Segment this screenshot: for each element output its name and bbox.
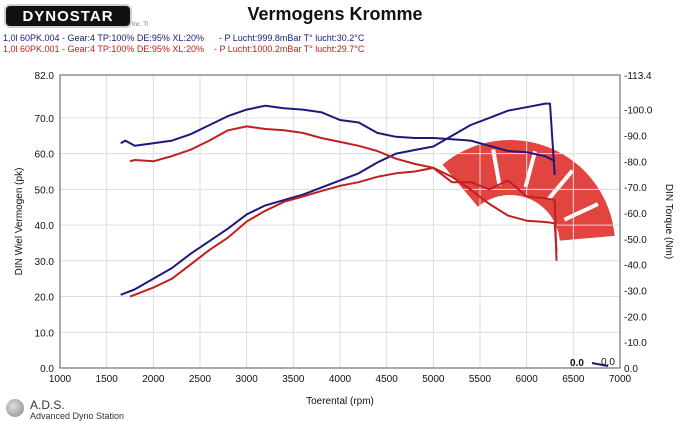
y-left-tick-label: 20.0 <box>35 293 55 304</box>
x-tick-label: 4000 <box>329 374 352 385</box>
y-right-tick-label: -60.0 <box>624 209 647 220</box>
y-left-tick-label: 82.0 <box>35 71 55 82</box>
logo-small-text: Inc. TI <box>132 22 149 28</box>
x-axis-label: Toerental (rpm) <box>306 396 374 407</box>
series-line-0 <box>120 102 556 296</box>
ads-logo-icon <box>6 399 24 417</box>
x-tick-label: 5000 <box>422 374 445 385</box>
y-right-tick-label: -40.0 <box>624 261 647 272</box>
x-tick-label: 7000 <box>609 374 632 385</box>
series-line-3 <box>129 125 558 252</box>
y-left-tick-label: 0.0 <box>40 364 54 375</box>
x-tick-label: 6000 <box>516 374 539 385</box>
x-tick-label: 3500 <box>282 374 305 385</box>
readout-left: 0.0 <box>570 358 584 369</box>
y-right-tick-label: -30.0 <box>624 286 647 297</box>
x-tick-label: 2500 <box>189 374 212 385</box>
y-right-tick-label: -113.4 <box>624 71 652 82</box>
watermark-notch <box>491 149 502 187</box>
watermark-notch <box>547 169 574 201</box>
readout-right: 0.0 <box>601 357 615 368</box>
chart-title: Vermogens Kromme <box>247 4 423 24</box>
x-tick-label: 1500 <box>96 374 119 385</box>
y-right-tick-label: 0.0 <box>624 364 638 375</box>
x-tick-label: 1000 <box>49 374 72 385</box>
y-right-tick-label: -70.0 <box>624 183 647 194</box>
y-right-tick-label: -100.0 <box>624 106 653 117</box>
y-right-tick-label: -90.0 <box>624 131 647 142</box>
y-right-tick-label: -80.0 <box>624 157 647 168</box>
watermark-notch <box>563 202 599 222</box>
legend-entry-run-001: 1,0l 60PK.001 - Gear:4 TP:100% DE:95% XL… <box>3 44 365 54</box>
series-layer <box>120 102 558 298</box>
footer-subtitle: Advanced Dyno Station <box>30 411 125 421</box>
legend-entry-run-004: 1,0l 60PK.004 - Gear:4 TP:100% DE:95% XL… <box>3 33 365 43</box>
y-right-tick-label: -20.0 <box>624 312 647 323</box>
logo-text: DYNOSTAR <box>22 8 114 25</box>
x-tick-label: 5500 <box>469 374 492 385</box>
dynostar-logo: DYNOSTAR <box>4 4 132 28</box>
readout-marker-line <box>591 362 609 367</box>
y-left-tick-label: 50.0 <box>35 185 55 196</box>
watermark-gauge <box>442 140 615 241</box>
y-axis-right-label: DIN Torque (Nm) <box>663 184 674 259</box>
x-tick-label: 2000 <box>142 374 165 385</box>
y-right-tick-label: -10.0 <box>624 338 647 349</box>
y-left-tick-label: 30.0 <box>35 257 55 268</box>
y-axis-left-label: DIN Wiel Vermogen (pk) <box>14 168 25 276</box>
plot-frame <box>59 74 621 369</box>
y-left-tick-label: 60.0 <box>35 150 55 161</box>
tick-labels: 1000 1500 2000 2500 3000 3500 4000 4500 5000 5500… <box>35 71 653 385</box>
y-right-tick-label: -50.0 <box>624 235 647 246</box>
y-left-tick-label: 70.0 <box>35 114 55 125</box>
y-left-tick-label: 40.0 <box>35 221 55 232</box>
x-tick-label: 3000 <box>236 374 259 385</box>
footer-brand: A.D.S. <box>30 398 65 412</box>
x-tick-label: 6500 <box>562 374 585 385</box>
series-line-1 <box>120 104 556 163</box>
x-tick-label: 4500 <box>376 374 399 385</box>
y-left-tick-label: 10.0 <box>35 328 55 339</box>
series-line-2 <box>129 166 558 298</box>
